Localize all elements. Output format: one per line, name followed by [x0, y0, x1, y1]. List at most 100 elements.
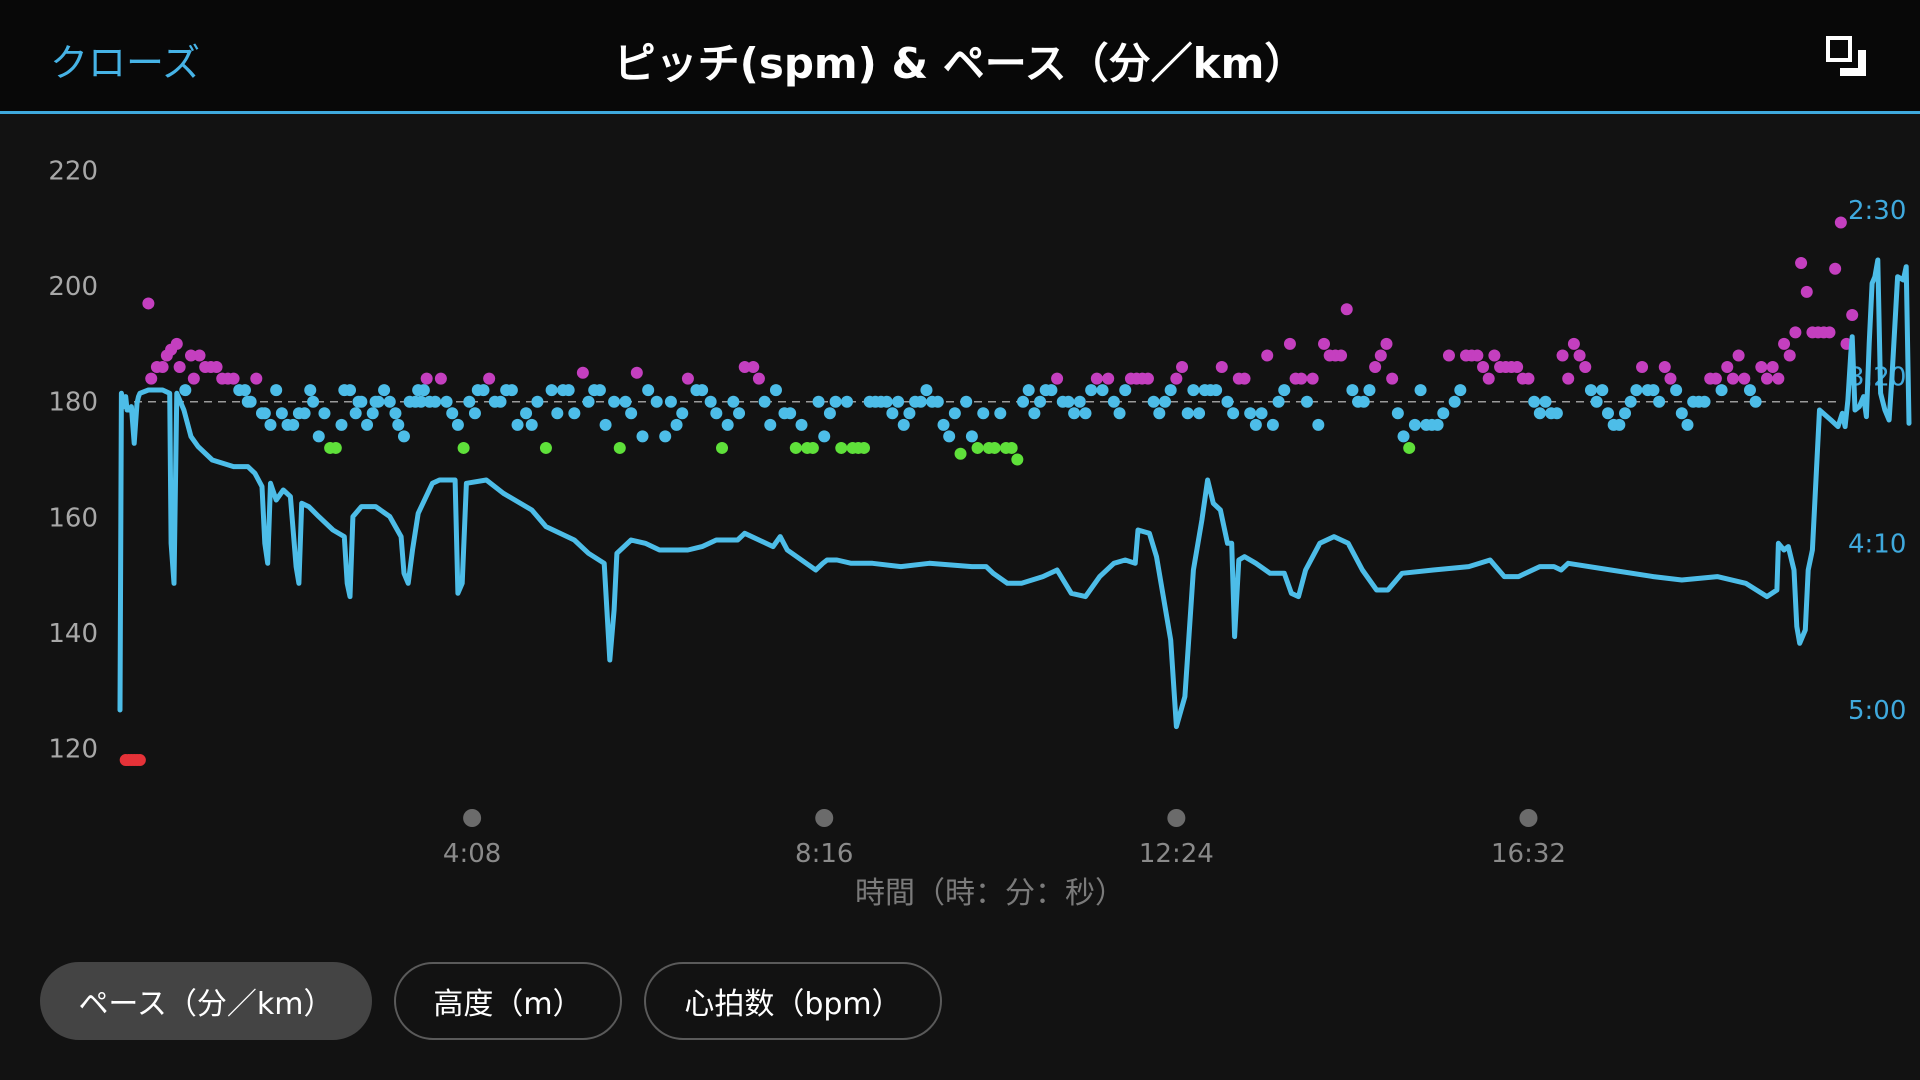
cadence-point — [415, 395, 428, 408]
cadence-point — [446, 407, 459, 420]
tab-altitude[interactable]: 高度（m） — [394, 962, 622, 1040]
cadence-point — [857, 441, 870, 454]
cadence-point — [494, 395, 507, 408]
cadence-point — [1761, 372, 1774, 385]
cadence-point — [1408, 418, 1421, 431]
cadence-point — [238, 384, 251, 397]
cadence-point — [1647, 384, 1660, 397]
cadence-point — [1437, 407, 1450, 420]
cadence-point — [344, 384, 357, 397]
cadence-point — [971, 441, 984, 454]
cadence-point — [505, 384, 518, 397]
cadence-point — [145, 372, 158, 385]
y-left-tick-label: 160 — [48, 503, 98, 533]
cadence-point — [520, 407, 533, 420]
cadence-point — [977, 407, 990, 420]
cadence-point — [914, 395, 927, 408]
cadence-point — [539, 441, 552, 454]
tab-heart-rate[interactable]: 心拍数（bpm） — [644, 962, 942, 1040]
cadence-point — [994, 407, 1007, 420]
expand-icon[interactable] — [1826, 36, 1868, 78]
cadence-point — [625, 407, 638, 420]
cadence-point — [1278, 384, 1291, 397]
cadence-point — [664, 395, 677, 408]
cadence-point — [960, 395, 973, 408]
cadence-point — [1090, 372, 1103, 385]
cadence-point — [170, 337, 183, 350]
cadence-point — [1096, 384, 1109, 397]
x-tick-dot — [815, 809, 834, 827]
cadence-point — [1005, 441, 1018, 454]
cadence-point — [1300, 395, 1313, 408]
cadence-point — [1181, 407, 1194, 420]
cadence-point — [1783, 349, 1796, 362]
tab-pace[interactable]: ペース（分／km） — [40, 962, 372, 1040]
cadence-point — [434, 372, 447, 385]
y-left-tick-label: 220 — [48, 157, 98, 187]
cadence-point — [840, 395, 853, 408]
cadence-point — [738, 361, 751, 374]
cadence-point — [429, 395, 442, 408]
x-tick-dot — [463, 809, 482, 827]
cadence-point — [184, 349, 197, 362]
cadence-point — [931, 395, 944, 408]
cadence-point — [440, 395, 453, 408]
cadence-point — [1528, 395, 1541, 408]
cadence-point — [1403, 441, 1416, 454]
cadence-point — [1335, 349, 1348, 362]
cadence-point — [1414, 384, 1427, 397]
cadence-point — [420, 372, 433, 385]
cadence-point — [250, 372, 263, 385]
cadence-point — [784, 407, 797, 420]
cadence-point — [593, 384, 606, 397]
cadence-point — [1709, 372, 1722, 385]
cadence-point — [1562, 372, 1575, 385]
cadence-point — [1357, 395, 1370, 408]
cadence-point — [1664, 372, 1677, 385]
cadence-point — [397, 430, 410, 443]
cadence-point — [1022, 384, 1035, 397]
cadence-point — [525, 418, 538, 431]
cadence-point — [704, 395, 717, 408]
cadence-point — [1034, 395, 1047, 408]
cadence-point — [1698, 395, 1711, 408]
cadence-point — [378, 384, 391, 397]
cadence-point — [920, 384, 933, 397]
cadence-point — [1193, 407, 1206, 420]
cadence-point — [1369, 361, 1382, 374]
cadence-point — [270, 384, 283, 397]
cadence-point — [650, 395, 663, 408]
cadence-point — [1363, 384, 1376, 397]
cadence-point — [304, 384, 317, 397]
cadence-point — [1789, 326, 1802, 339]
cadence-point — [1266, 418, 1279, 431]
cadence-point — [142, 297, 155, 310]
x-tick-label: 16:32 — [1491, 839, 1566, 869]
cadence-point — [1511, 361, 1524, 374]
cadence-point — [1431, 418, 1444, 431]
cadence-point — [355, 395, 368, 408]
pace-line — [117, 257, 1912, 730]
close-button[interactable]: クローズ — [50, 41, 201, 85]
cadence-point — [1380, 337, 1393, 350]
cadence-point — [1471, 349, 1484, 362]
cadence-point — [210, 361, 223, 374]
cadence-point — [1442, 349, 1455, 362]
cadence-point — [1636, 361, 1649, 374]
cadence-point — [1386, 372, 1399, 385]
cadence-point — [1147, 395, 1160, 408]
cadence-point — [752, 372, 765, 385]
y-right-tick-label: 5:00 — [1848, 696, 1906, 726]
pitch-pace-chart: 220 200 180 160 140 120 2:30 3:20 4:10 5:00 4:08 8:… — [48, 157, 1912, 911]
cadence-point — [1187, 384, 1200, 397]
cadence-point — [613, 441, 626, 454]
cadence-point — [937, 418, 950, 431]
y-left-tick-label: 140 — [48, 619, 98, 649]
cadence-point — [275, 407, 288, 420]
cadence-point — [551, 407, 564, 420]
cadence-point — [903, 407, 916, 420]
cadence-point — [1073, 395, 1086, 408]
cadence-point — [823, 407, 836, 420]
cadence-point — [1244, 407, 1257, 420]
cadence-point — [1743, 384, 1756, 397]
